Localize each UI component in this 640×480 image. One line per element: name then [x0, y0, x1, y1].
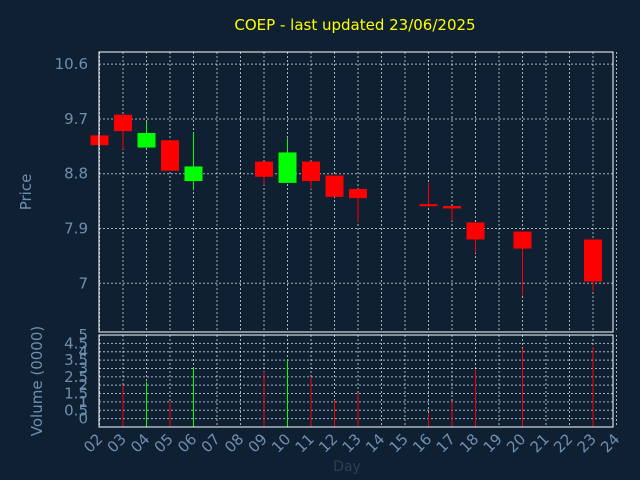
x-tick-label: 05: [151, 430, 177, 456]
volume-tick-label: 2.5: [64, 368, 88, 386]
candle-body: [419, 204, 438, 207]
candle-body: [137, 132, 156, 148]
candle-body: [325, 175, 344, 197]
candle-body: [302, 161, 320, 182]
candle-11: [302, 161, 320, 189]
x-tick-label: 04: [127, 430, 153, 456]
x-tick-label: 16: [409, 430, 435, 456]
x-tick-label: 12: [315, 430, 341, 456]
price-axis-label: Price: [17, 174, 35, 211]
volume-tick-label: 3: [78, 359, 88, 377]
x-tick-label: 24: [597, 430, 623, 456]
volume-axis-label: Volume (0000): [28, 326, 46, 436]
price-panel: 10.6 9.7 8.8 7.9 7 Price: [17, 51, 617, 333]
x-tick-label: 15: [386, 430, 412, 456]
x-tick-label: 10: [268, 430, 294, 456]
x-tick-label: 22: [550, 430, 576, 456]
candle-17: [443, 206, 461, 221]
x-tick-label: 06: [174, 430, 200, 456]
volume-tick-label: 1.5: [64, 385, 88, 403]
candle-body: [466, 222, 485, 240]
candle-03: [114, 114, 132, 150]
volume-tick-label: 4: [78, 343, 88, 361]
volume-y-ticks: 00.511.522.533.544.55: [64, 326, 88, 428]
volume-panel: 00.511.522.533.544.55 Volume (0000): [28, 326, 617, 436]
price-y-ticks: 10.6 9.7 8.8 7.9 7: [55, 55, 88, 292]
candle-05: [161, 140, 179, 171]
candle-04: [137, 122, 156, 148]
candle-body: [278, 152, 297, 183]
x-tick-label: 09: [245, 430, 271, 456]
candle-body: [114, 114, 132, 132]
price-tick-label: 7: [78, 274, 88, 292]
x-tick-label: 20: [503, 430, 529, 456]
x-axis-label: Day: [333, 459, 361, 475]
candle-09: [255, 161, 273, 185]
x-tick-label: 02: [80, 430, 106, 456]
x-axis-ticks: 0203040506070809101112131415161718192021…: [80, 430, 623, 456]
price-tick-label: 10.6: [55, 55, 88, 73]
x-tick-label: 21: [527, 430, 553, 456]
volume-tick-label: 1: [78, 393, 88, 411]
x-tick-label: 07: [198, 430, 224, 456]
x-tick-label: 11: [292, 430, 318, 456]
price-tick-label: 8.8: [64, 165, 88, 183]
candle-06: [184, 132, 203, 191]
candle-23: [584, 239, 602, 292]
volume-tick-label: 2: [78, 376, 88, 394]
candle-body: [443, 206, 461, 209]
price-tick-label: 7.9: [64, 220, 88, 238]
volume-panel-border: [98, 334, 614, 428]
x-tick-label: 23: [574, 430, 600, 456]
candle-body: [349, 188, 367, 199]
x-tick-label: 17: [433, 430, 459, 456]
x-tick-label: 13: [339, 430, 365, 456]
x-tick-label: 08: [221, 430, 247, 456]
candle-13: [349, 188, 367, 223]
x-tick-label: 19: [480, 430, 506, 456]
candle-20: [513, 231, 532, 296]
volume-tick-label: 0.5: [64, 401, 88, 419]
x-tick-label: 14: [362, 430, 388, 456]
candle-18: [466, 222, 485, 253]
volume-bars: [122, 346, 594, 427]
volume-tick-label: 0: [78, 410, 88, 428]
candle-16: [419, 182, 438, 208]
chart-title: COEP - last updated 23/06/2025: [234, 16, 475, 34]
candle-body: [184, 166, 203, 182]
candle-10: [278, 138, 297, 183]
candle-body: [255, 161, 273, 177]
price-tick-label: 9.7: [64, 110, 88, 128]
candle-body: [584, 239, 602, 282]
candles: [90, 114, 602, 296]
volume-tick-label: 5: [78, 326, 88, 344]
price-panel-border: [98, 51, 614, 333]
volume-tick-label: 4.5: [64, 334, 88, 352]
x-tick-label: 18: [456, 430, 482, 456]
volume-tick-label: 3.5: [64, 351, 88, 369]
candle-12: [325, 175, 344, 197]
candle-body: [161, 140, 179, 171]
x-tick-label: 03: [104, 430, 130, 456]
candle-body: [513, 231, 532, 249]
